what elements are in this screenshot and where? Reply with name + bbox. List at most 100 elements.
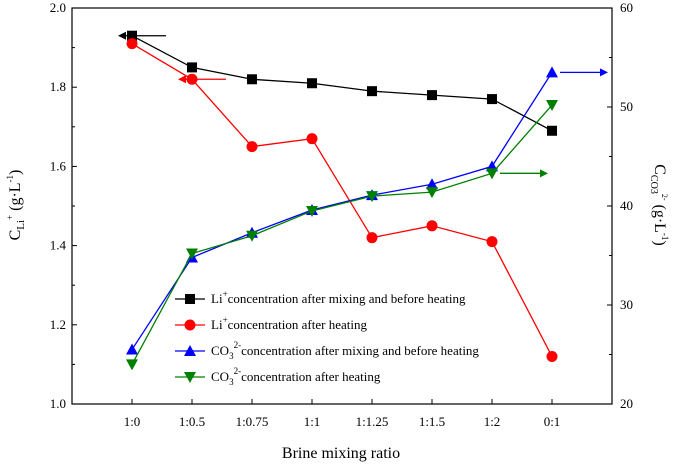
legend-label-rest: concentration after heating bbox=[241, 369, 381, 384]
series-2 bbox=[126, 38, 558, 362]
legend-label-sub: 3 bbox=[229, 351, 234, 361]
legend-label-main: CO bbox=[211, 369, 229, 384]
data-point bbox=[187, 62, 197, 73]
left-tick-label: 1.4 bbox=[50, 238, 67, 253]
left-axis-title-sup: + bbox=[5, 215, 15, 220]
data-point bbox=[426, 220, 438, 232]
x-tick-label: 1:1 bbox=[304, 414, 321, 429]
series-line bbox=[131, 104, 553, 365]
right-axis-title-close: ) bbox=[651, 240, 668, 245]
x-tick-label: 1:2 bbox=[484, 414, 501, 429]
legend-label-sub: 3 bbox=[229, 377, 234, 387]
indicator-arrow bbox=[500, 169, 548, 178]
x-tick-label: 1:0 bbox=[124, 414, 141, 429]
left-axis-title-close: ) bbox=[7, 170, 24, 175]
left-tick-label: 1.8 bbox=[50, 79, 66, 94]
series-layer bbox=[126, 30, 558, 371]
legend-label: Li+concentration after heating bbox=[211, 315, 367, 332]
x-tick-label: 0:1 bbox=[544, 414, 561, 429]
legend-label-sup: + bbox=[223, 289, 228, 299]
legend-label-rest: concentration after mixing and before he… bbox=[228, 291, 466, 306]
legend-marker bbox=[184, 345, 196, 356]
left-tick-label: 1.2 bbox=[50, 317, 66, 332]
left-axis-title-sub: Li bbox=[15, 220, 27, 230]
data-point bbox=[367, 86, 377, 97]
data-point bbox=[426, 187, 438, 199]
data-point bbox=[186, 248, 198, 260]
legend-label-main: CO bbox=[211, 343, 229, 358]
indicator-arrow bbox=[560, 68, 608, 77]
arrow-head bbox=[540, 169, 548, 178]
right-axis-title-tail: (g·L bbox=[651, 200, 668, 232]
left-axis: 1.0 1.2 1.4 1.6 1.8 2.0 bbox=[50, 0, 77, 411]
legend: Li+concentration after mixing and before… bbox=[175, 289, 479, 387]
right-axis-title-sup: 2- bbox=[660, 194, 669, 201]
x-axis: 1:0 1:0.5 1:0.75 1:1 1:1.25 1:1.5 1:2 0:1 bbox=[124, 399, 561, 429]
data-point bbox=[486, 236, 498, 248]
right-tick-label: 50 bbox=[620, 99, 633, 114]
data-point bbox=[307, 78, 317, 89]
left-tick-label: 1.0 bbox=[50, 396, 66, 411]
x-tick-label: 1:0.5 bbox=[179, 414, 205, 429]
data-point bbox=[486, 168, 498, 180]
arrow-head bbox=[118, 31, 126, 40]
x-tick-label: 1:0.75 bbox=[236, 414, 269, 429]
legend-entry: Li+concentration after heating bbox=[175, 315, 367, 332]
data-point bbox=[546, 66, 558, 78]
right-tick-label: 40 bbox=[620, 198, 633, 213]
indicator-arrows bbox=[118, 31, 608, 178]
x-tick-label: 1:1.5 bbox=[419, 414, 445, 429]
right-tick-label: 60 bbox=[620, 0, 633, 15]
x-axis-title: Brine mixing ratio bbox=[282, 445, 400, 462]
data-point bbox=[126, 359, 138, 371]
data-point bbox=[426, 178, 438, 190]
data-point bbox=[306, 133, 318, 145]
right-axis: 20 30 40 50 60 bbox=[607, 0, 633, 411]
arrow-head bbox=[600, 68, 608, 77]
legend-entry: Li+concentration after mixing and before… bbox=[175, 289, 466, 306]
data-point bbox=[546, 100, 558, 112]
right-axis-title-main: C bbox=[651, 164, 668, 175]
right-tick-label: 30 bbox=[620, 297, 633, 312]
arrow-head bbox=[178, 75, 186, 84]
series-line bbox=[131, 35, 553, 132]
data-point bbox=[246, 141, 258, 153]
series-4 bbox=[126, 100, 558, 371]
left-axis-title-main: C bbox=[7, 230, 24, 241]
legend-marker bbox=[185, 294, 195, 304]
legend-entry: CO32-concentration after heating bbox=[175, 366, 381, 387]
data-point bbox=[306, 205, 318, 217]
data-point bbox=[126, 343, 138, 355]
data-point bbox=[126, 38, 138, 50]
x-tick-label: 1:1.25 bbox=[356, 414, 389, 429]
left-tick-label: 2.0 bbox=[50, 0, 66, 15]
right-axis-title-tail-sup: -1 bbox=[660, 233, 670, 241]
legend-label-sup: 2- bbox=[234, 340, 242, 350]
legend-label-sup: + bbox=[223, 315, 228, 325]
legend-marker bbox=[184, 372, 196, 383]
legend-entry: CO32-concentration after mixing and befo… bbox=[175, 340, 479, 361]
legend-label: Li+concentration after mixing and before… bbox=[211, 289, 466, 306]
indicator-arrow bbox=[178, 75, 226, 84]
left-axis-title: CLi+ (g·L-1) bbox=[5, 170, 27, 241]
legend-label-sup: 2- bbox=[234, 366, 242, 376]
data-point bbox=[547, 125, 557, 136]
legend-label: CO32-concentration after mixing and befo… bbox=[211, 340, 479, 361]
data-point bbox=[366, 232, 378, 244]
data-point bbox=[487, 94, 497, 105]
legend-label-rest: concentration after heating bbox=[228, 317, 368, 332]
right-axis-title-sub: CO3 bbox=[648, 175, 659, 194]
legend-label-rest: concentration after mixing and before he… bbox=[241, 343, 479, 358]
right-axis-title: CCO32- (g·L-1) bbox=[648, 164, 670, 246]
left-tick-label: 1.6 bbox=[50, 158, 67, 173]
left-axis-title-tail-sup: -1 bbox=[5, 175, 15, 183]
legend-label-main: Li bbox=[211, 291, 223, 306]
legend-marker bbox=[184, 319, 196, 331]
series-line bbox=[131, 72, 553, 350]
data-point bbox=[366, 191, 378, 203]
series-3 bbox=[126, 66, 558, 355]
series-line bbox=[131, 43, 553, 357]
right-tick-label: 20 bbox=[620, 396, 633, 411]
left-axis-title-tail: (g·L bbox=[7, 182, 24, 214]
